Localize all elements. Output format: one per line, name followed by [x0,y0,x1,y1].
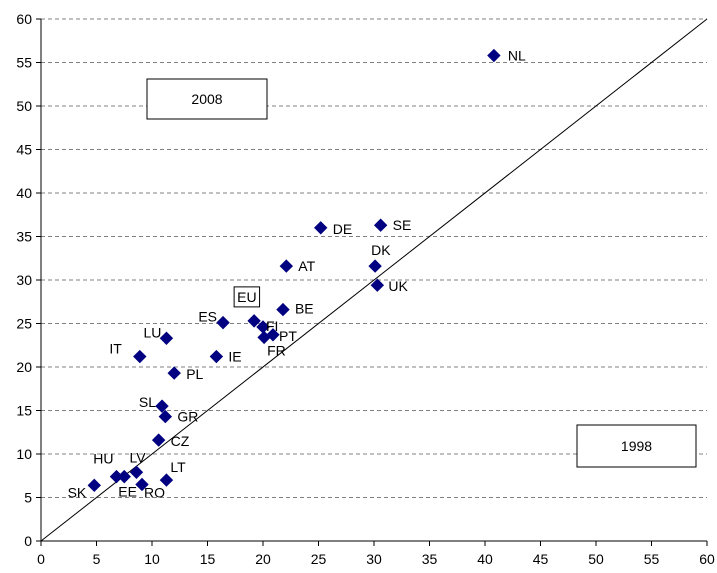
point-marker-EE [117,469,131,484]
y-tick-label-55: 55 [16,55,32,71]
y-tick-label-60: 60 [16,11,32,27]
x-tick-label-50: 50 [588,551,604,567]
point-label-SL: SL [139,394,156,410]
y-tick-label-50: 50 [16,98,32,114]
point-label-DE: DE [333,221,352,237]
point-label-SE: SE [393,217,412,233]
point-label-UK: UK [388,278,408,294]
point-label-EU: EU [237,289,256,305]
point-marker-FR [257,330,271,345]
x-tick-label-20: 20 [255,551,271,567]
point-label-box-EU [233,286,261,308]
point-label-LU: LU [144,324,162,340]
x-tick-label-5: 5 [93,551,101,567]
x-tick-label-35: 35 [422,551,438,567]
point-marker-NL [487,48,501,63]
point-marker-DK [368,259,382,273]
annotation-label-2008: 2008 [191,91,222,107]
point-label-CZ: CZ [171,433,190,449]
y-tick-label-0: 0 [24,533,32,549]
point-marker-LV [129,465,144,479]
point-marker-SL [155,399,169,413]
y-tick-label-25: 25 [16,316,32,332]
y-tick-label-35: 35 [16,229,32,245]
annotation-label-1998: 1998 [621,438,652,454]
point-marker-SK [87,478,101,493]
point-label-PL: PL [186,366,203,382]
annotation-box-1998 [576,424,697,468]
point-marker-IT [133,349,147,364]
point-label-PT: PT [279,328,297,344]
y-tick-label-45: 45 [16,142,32,158]
point-marker-ES [216,315,230,330]
y-tick-label-40: 40 [16,185,32,201]
point-label-AT: AT [298,258,315,274]
x-tick-label-25: 25 [311,551,327,567]
annotation-boxes: 2008 1998 [146,78,697,468]
point-label-ES: ES [198,309,217,325]
point-label-EE: EE [118,484,137,500]
tick-labels: 0 5 10 15 20 25 30 35 40 45 50 55 60 0 5 10 15 20 25 30 35 40… [16,11,715,567]
x-tick-label-40: 40 [477,551,493,567]
point-label-FR: FR [267,342,286,358]
point-marker-LU [159,331,174,345]
y-tick-label-5: 5 [24,490,32,506]
x-tick-label-30: 30 [366,551,382,567]
reference-line-y-equals-x [40,18,708,542]
y-tick-label-20: 20 [16,359,32,375]
diagonal-reference-line [40,18,708,542]
point-marker-GR [158,409,173,424]
point-label-SK: SK [68,484,87,500]
point-label-LT: LT [170,459,186,475]
point-label-RO: RO [144,484,165,500]
x-tick-label-60: 60 [699,551,715,567]
x-tick-label-55: 55 [644,551,660,567]
x-tick-label-15: 15 [200,551,216,567]
point-marker-RO [135,477,149,492]
x-tick-label-0: 0 [37,551,45,567]
x-tick-label-45: 45 [533,551,549,567]
point-label-BE: BE [295,301,314,317]
annotation-box-2008 [146,78,268,120]
point-label-HU: HU [93,451,113,467]
point-marker-IE [209,349,224,364]
point-label-FI: FI [266,318,278,334]
point-label-IE: IE [228,349,241,365]
point-marker-AT [279,259,294,273]
point-marker-SE [373,218,388,232]
point-marker-DE [314,221,328,235]
point-marker-BE [276,302,290,317]
point-label-LV: LV [129,449,146,465]
point-label-DK: DK [371,242,391,258]
point-label-IT: IT [109,341,122,357]
point-marker-LT [159,473,174,487]
point-marker-EU [247,314,261,328]
point-label-NL: NL [508,48,526,64]
x-tick-label-10: 10 [144,551,160,567]
y-tick-label-15: 15 [16,403,32,419]
point-label-GR: GR [177,409,198,425]
y-tick-label-10: 10 [16,446,32,462]
y-tick-label-30: 30 [16,272,32,288]
point-marker-PL [167,366,181,380]
point-marker-UK [370,278,385,292]
point-marker-CZ [151,433,166,447]
